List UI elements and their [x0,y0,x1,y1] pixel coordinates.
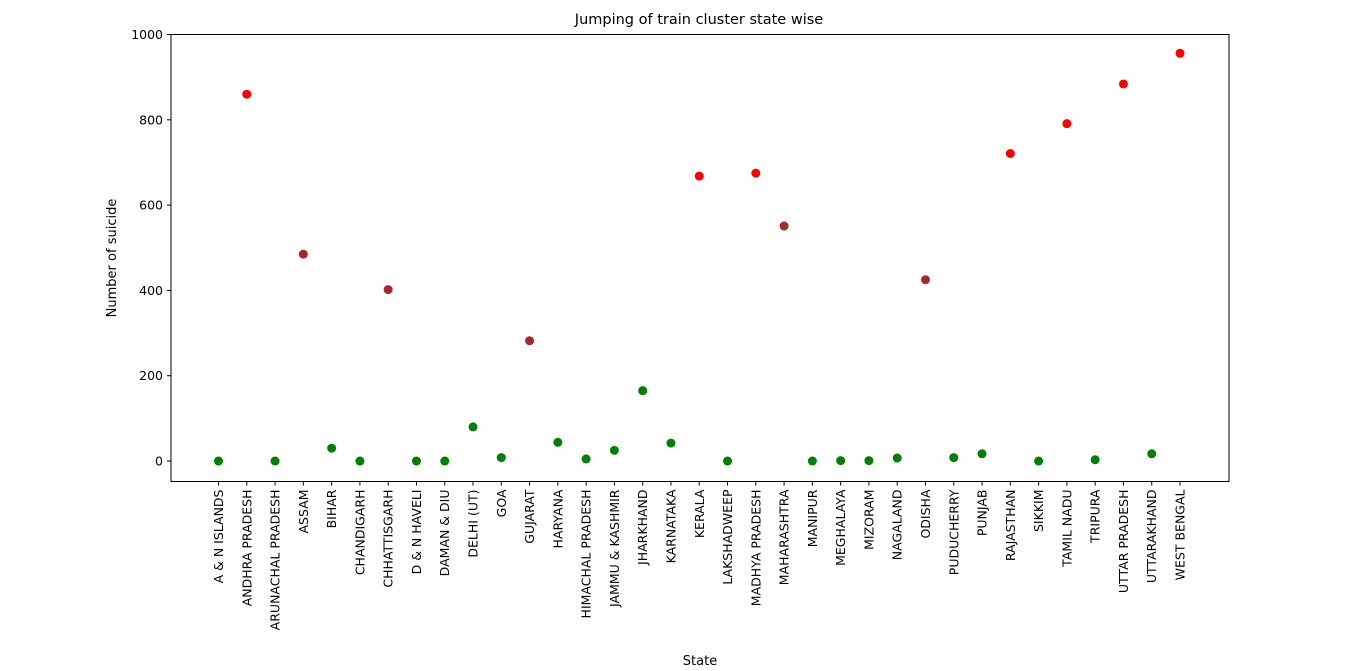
y-tick-label: 0 [155,454,163,469]
x-axis-ticks: A & N ISLANDS ANDHRA PRADESH ARUNACHAL PRA… [211,481,1188,631]
x-tick-label: JHARKHAND [635,490,650,566]
data-point [496,453,506,463]
x-tick-label: KERALA [692,489,707,538]
data-point [242,89,252,99]
data-point [666,438,676,448]
data-point [694,171,704,181]
data-point [270,456,280,466]
x-tick-label: JAMMU & KASHMIR [607,489,622,608]
y-tick-label: 200 [139,368,163,383]
data-point [779,221,789,231]
data-point [949,453,959,463]
data-point [836,456,846,466]
x-tick-label: MADHYA PRADESH [748,490,763,607]
x-tick-label: GUJARAT [522,489,537,544]
data-point [383,285,393,295]
data-point [1118,79,1128,89]
x-tick-label: NAGALAND [890,490,905,561]
x-tick-label: PUDUCHERRY [946,489,961,575]
y-tick-label: 800 [139,112,163,127]
x-tick-label: A & N ISLANDS [211,489,226,583]
x-tick-label: GOA [494,489,509,517]
chart-title: Jumping of train cluster state wise [574,12,823,28]
y-axis-label: Number of suicide [105,199,120,318]
x-tick-label: ODISHA [918,489,933,538]
x-tick-label: ANDHRA PRADESH [239,490,254,607]
x-tick-label: PUNJAB [975,490,990,537]
x-tick-label: MANIPUR [805,489,820,547]
data-point [581,454,591,464]
x-tick-label: KARNATAKA [663,489,678,563]
x-axis-label: State [683,654,717,669]
x-tick-label: ARUNACHAL PRADESH [268,490,283,631]
y-tick-label: 400 [139,283,163,298]
data-point [807,456,817,466]
x-tick-label: UTTARAKHAND [1144,490,1159,584]
data-point [864,456,874,466]
y-axis-ticks: 0 200 400 600 800 1000 [131,27,171,469]
data-point [327,443,337,453]
x-tick-label: MIZORAM [861,490,876,550]
x-tick-label: DELHI (UT) [466,490,481,558]
data-point [920,275,930,285]
data-point [468,422,478,432]
x-tick-label: CHANDIGARH [352,490,367,576]
data-point [298,249,308,259]
data-point [892,453,902,463]
x-tick-label: TAMIL NADU [1059,490,1074,568]
data-points [214,48,1185,466]
data-point [1175,48,1185,58]
plot-frame [170,34,1230,482]
data-point [1147,449,1157,459]
data-point [355,456,365,466]
x-tick-label: TRIPURA [1088,489,1103,544]
data-point [977,449,987,459]
x-tick-label: CHHATTISGARH [381,490,396,588]
x-tick-label: SIKKIM [1031,490,1046,533]
data-point [1090,455,1100,465]
x-tick-label: MAHARASHTRA [777,489,792,585]
data-point [553,437,563,447]
x-tick-label: HARYANA [550,489,565,548]
x-tick-label: UTTAR PRADESH [1116,490,1131,594]
y-tick-label: 600 [139,198,163,213]
x-tick-label: ASSAM [296,490,311,534]
data-point [411,456,421,466]
data-point [1005,149,1015,159]
data-point [609,445,619,455]
x-tick-label: RAJASTHAN [1003,490,1018,562]
x-tick-label: BIHAR [324,489,339,528]
y-tick-label: 1000 [131,27,163,42]
data-point [1034,456,1044,466]
x-tick-label: LAKSHADWEEP [720,489,735,585]
data-point [723,456,733,466]
data-point [440,456,450,466]
x-tick-label: HIMACHAL PRADESH [579,490,594,619]
data-point [1062,119,1072,129]
x-tick-label: MEGHALAYA [833,489,848,566]
data-point [751,168,761,178]
x-tick-label: WEST BENGAL [1173,489,1188,580]
x-tick-label: D & N HAVELI [409,490,424,575]
x-tick-label: DAMAN & DIU [437,490,452,577]
data-point [214,456,223,466]
data-point [525,336,535,346]
data-point [638,386,648,396]
